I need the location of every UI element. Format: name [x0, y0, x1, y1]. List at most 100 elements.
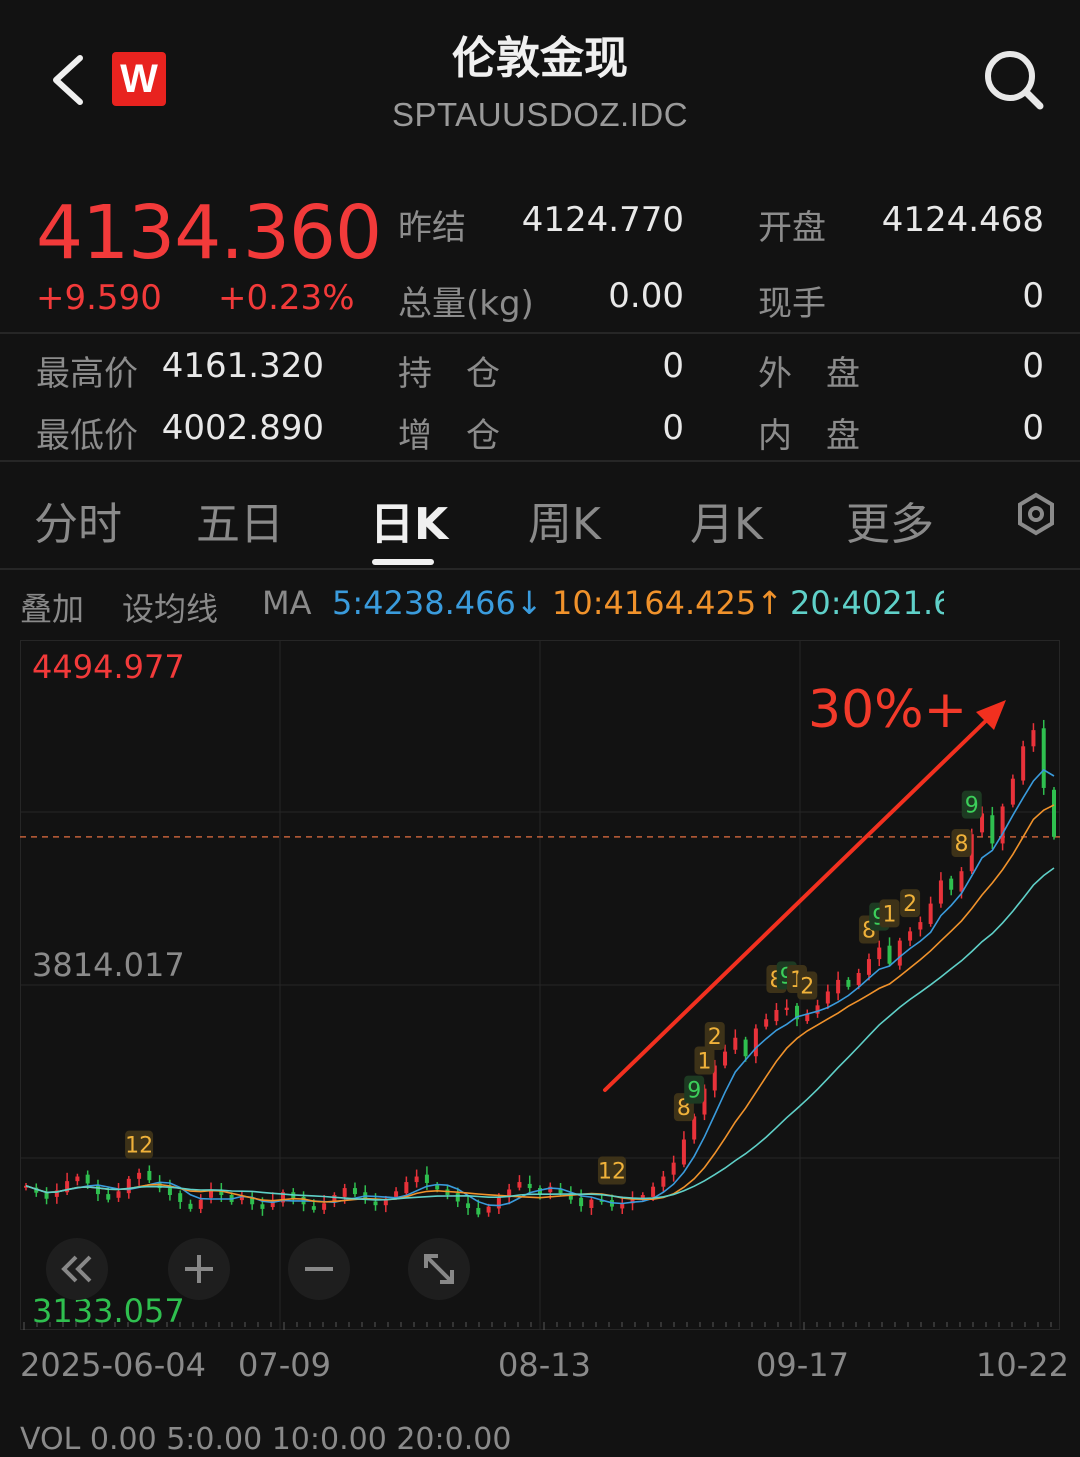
candle-body [558, 1188, 563, 1194]
candle-body [1052, 789, 1056, 837]
candle-body [805, 1013, 810, 1022]
candle-body [753, 1028, 758, 1057]
candle-body [908, 931, 913, 941]
candle-body [836, 979, 841, 994]
candle-body [877, 947, 882, 960]
candle-body [640, 1195, 645, 1198]
prev-settle-value: 4124.770 [521, 200, 684, 240]
oi-change-value: 0 [662, 408, 684, 448]
fullscreen-button[interactable] [408, 1238, 470, 1300]
candle-body [496, 1197, 501, 1209]
sequence-marker: 9 [684, 1075, 705, 1104]
candle-body [424, 1174, 429, 1183]
divider [0, 460, 1080, 462]
candle-body [126, 1178, 131, 1194]
candle-body [784, 1007, 789, 1010]
sequence-marker: 1 [879, 899, 900, 928]
candle-body [137, 1172, 142, 1179]
chart-settings-button[interactable] [1014, 492, 1058, 536]
high-label: 最高价 [36, 354, 138, 394]
candle-body [938, 880, 943, 904]
candle-body [589, 1199, 594, 1208]
candle-body [414, 1176, 419, 1183]
candle-body [856, 972, 861, 986]
candle-body [866, 959, 871, 975]
svg-text:12: 12 [125, 1134, 153, 1159]
scroll-back-button[interactable] [46, 1238, 108, 1300]
ma-label: MA [262, 584, 312, 622]
candle-body [918, 922, 923, 930]
trend-annotation: 30%+ [808, 680, 968, 740]
svg-text:2: 2 [708, 1025, 722, 1050]
tab-intraday[interactable]: 分时 [34, 499, 122, 550]
low-label: 最低价 [36, 416, 138, 456]
search-button[interactable] [978, 44, 1050, 116]
overlay-button[interactable]: 叠加 [20, 590, 85, 628]
candle-body [322, 1203, 327, 1210]
sequence-marker: 12 [597, 1156, 626, 1185]
candle-body [651, 1186, 656, 1197]
sequence-marker: 8 [951, 829, 972, 858]
candle-body [795, 1005, 799, 1020]
current-hand-value: 0 [1022, 276, 1044, 316]
ma10-line [25, 804, 1055, 1203]
zoom-out-button[interactable] [288, 1238, 350, 1300]
open-interest-value: 0 [662, 346, 684, 386]
candle-body [342, 1188, 347, 1197]
candle-body [95, 1185, 100, 1195]
candle-body [969, 834, 974, 872]
candle-body [239, 1195, 244, 1201]
settings-hexagon-icon [1018, 492, 1054, 536]
candle-body [764, 1019, 769, 1027]
candle-body [24, 1185, 28, 1188]
set-ma-button[interactable]: 设均线 [122, 590, 219, 628]
candle-body [147, 1170, 152, 1181]
candle-body [188, 1203, 193, 1209]
candle-body [332, 1195, 337, 1202]
high-value: 4161.320 [161, 346, 324, 386]
back-button[interactable] [40, 48, 100, 112]
tab-monthly-k[interactable]: 月K [690, 499, 763, 550]
zoom-in-button[interactable] [168, 1238, 230, 1300]
svg-text:9: 9 [687, 1079, 701, 1104]
sequence-marker: 2 [797, 971, 818, 1000]
sequence-marker: 12 [125, 1130, 154, 1159]
open-label: 开盘 [758, 208, 826, 248]
prev-settle-label: 昨结 [398, 208, 466, 248]
candle-body [661, 1176, 666, 1187]
candle-body [825, 991, 830, 1004]
candle-body [527, 1183, 532, 1189]
open-interest-label: 持 仓 [398, 354, 500, 394]
price-change-pct: +0.23% [218, 278, 355, 318]
candle-body [250, 1197, 255, 1205]
tab-weekly-k[interactable]: 周K [528, 499, 601, 550]
oi-change-label: 增 仓 [398, 416, 500, 456]
candle-body [178, 1193, 183, 1202]
candle-body [383, 1198, 388, 1206]
candle-body [815, 1005, 820, 1014]
x-label-2: 08-13 [498, 1346, 591, 1384]
candle-body [167, 1188, 172, 1196]
candle-body [270, 1200, 275, 1208]
trend-arrow-head [976, 700, 1006, 730]
svg-text:2: 2 [800, 975, 814, 1000]
trend-arrow [603, 710, 997, 1092]
outer-disc-label: 外 盘 [758, 354, 860, 394]
svg-text:12: 12 [598, 1160, 626, 1185]
current-hand-label: 现手 [758, 284, 826, 324]
candle-body [949, 878, 954, 890]
candle-body [394, 1191, 399, 1197]
sequence-marker: 2 [704, 1021, 725, 1050]
tab-more[interactable]: 更多 [846, 499, 934, 550]
tab-five-day[interactable]: 五日 [196, 499, 284, 550]
candle-body [65, 1181, 70, 1193]
candle-body [1000, 806, 1005, 844]
candle-body [116, 1191, 121, 1198]
price-change: +9.590 [36, 278, 162, 318]
candle-body [281, 1192, 285, 1203]
tab-daily-k[interactable]: 日K [370, 499, 449, 550]
minus-icon [305, 1267, 333, 1271]
candle-body [887, 945, 892, 964]
candle-body [219, 1191, 224, 1196]
